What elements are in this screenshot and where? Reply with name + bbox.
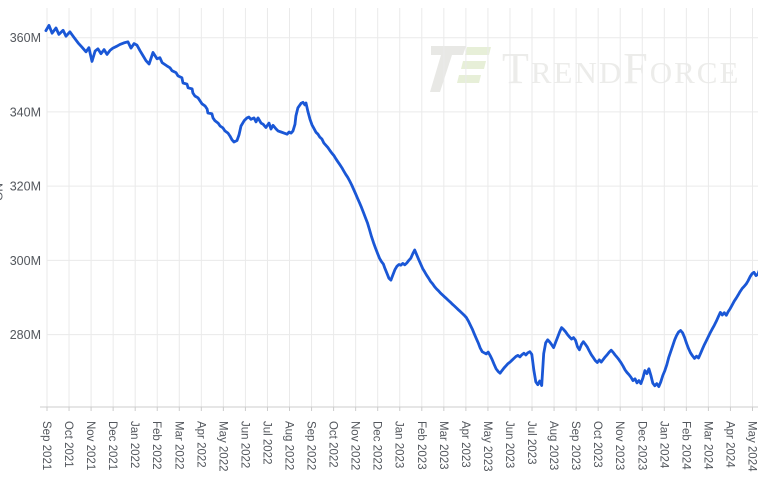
x-tick-label: Aug 2022 bbox=[283, 421, 295, 470]
x-tick-label: Sep 2021 bbox=[40, 421, 52, 470]
x-tick-label: Jan 2024 bbox=[657, 421, 669, 469]
x-tick-label: Dec 2022 bbox=[371, 421, 383, 470]
y-tick-label: 340M bbox=[10, 105, 41, 119]
x-tick-label: Apr 2023 bbox=[459, 421, 471, 468]
x-tick-label: Jan 2023 bbox=[393, 421, 405, 468]
x-tick-label: Oct 2022 bbox=[327, 421, 339, 468]
y-tick-label: 320M bbox=[10, 180, 41, 194]
x-tick-label: Nov 2023 bbox=[613, 421, 625, 470]
x-tick-label: Feb 2023 bbox=[415, 421, 427, 470]
x-tick-label: Oct 2021 bbox=[62, 421, 74, 468]
x-tick-label: Dec 2021 bbox=[106, 421, 118, 470]
y-axis-title-fragment: NO bbox=[0, 183, 5, 201]
x-tick-label: May 2022 bbox=[216, 421, 228, 472]
x-tick-label: Nov 2021 bbox=[84, 421, 96, 470]
x-tick-label: Oct 2023 bbox=[591, 421, 603, 468]
y-tick-label: 300M bbox=[10, 254, 41, 268]
x-tick-label: Sep 2023 bbox=[569, 421, 581, 470]
x-tick-label: Dec 2023 bbox=[635, 421, 647, 470]
x-tick-label: Mar 2023 bbox=[437, 421, 449, 470]
series-line bbox=[44, 24, 758, 388]
x-tick-label: May 2023 bbox=[481, 421, 493, 472]
x-tick-label: Jan 2022 bbox=[128, 421, 140, 468]
x-tick-label: Sep 2022 bbox=[305, 421, 317, 470]
x-tick-label: Jul 2023 bbox=[525, 421, 537, 464]
x-tick-label: Apr 2024 bbox=[723, 421, 735, 468]
x-tick-label: Apr 2022 bbox=[194, 421, 206, 468]
x-tick-label: Nov 2022 bbox=[349, 421, 361, 470]
y-tick-label: 280M bbox=[10, 328, 41, 342]
y-tick-label: 360M bbox=[10, 31, 41, 45]
x-tick-label: Mar 2024 bbox=[701, 421, 713, 470]
x-tick-label: Aug 2023 bbox=[547, 421, 559, 470]
x-tick-label: Feb 2024 bbox=[679, 421, 691, 470]
x-tick-label: Mar 2022 bbox=[172, 421, 184, 470]
x-tick-label: Jun 2022 bbox=[238, 421, 250, 468]
x-tick-label: May 2024 bbox=[745, 421, 757, 472]
x-tick-label: Feb 2022 bbox=[150, 421, 162, 470]
x-tick-label: Jun 2023 bbox=[503, 421, 515, 468]
x-tick-label: Jul 2022 bbox=[260, 421, 272, 464]
